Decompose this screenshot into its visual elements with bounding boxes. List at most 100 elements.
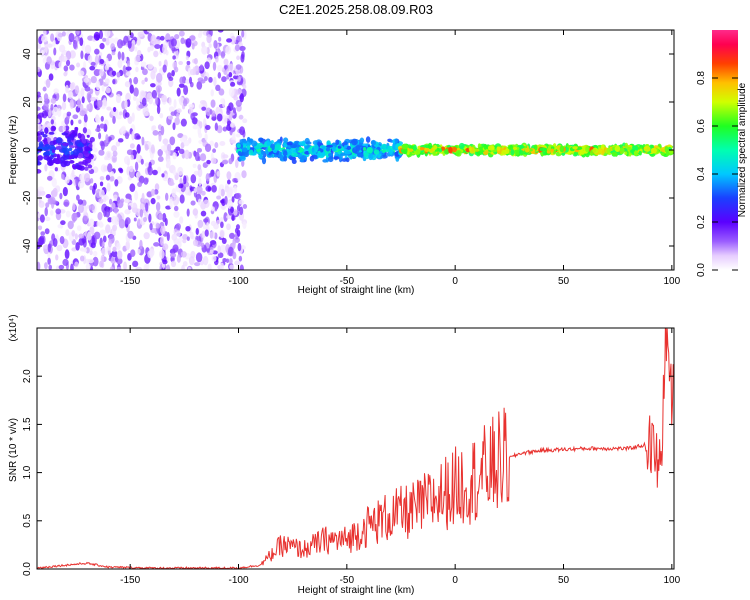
heatmap-cell bbox=[43, 102, 49, 110]
heatmap-cell bbox=[138, 175, 145, 184]
heatmap-cell bbox=[664, 146, 669, 153]
snr-ytick-label: 1.5 bbox=[22, 417, 33, 431]
heatmap-cell bbox=[159, 113, 164, 119]
heatmap-cell bbox=[157, 149, 163, 157]
heatmap-cell bbox=[90, 75, 97, 84]
heatmap-cell bbox=[153, 50, 159, 58]
heatmap-cell bbox=[166, 264, 171, 270]
heatmap-cell bbox=[184, 149, 190, 160]
heatmap-cell bbox=[197, 198, 202, 206]
heatmap-cell bbox=[56, 145, 62, 150]
heatmap-cell bbox=[214, 122, 218, 131]
heatmap-cell bbox=[178, 183, 184, 189]
heatmap-cell bbox=[53, 47, 57, 56]
heatmap-cell bbox=[216, 219, 221, 224]
colorbar-gradient bbox=[712, 30, 738, 270]
heatmap-cell bbox=[127, 116, 133, 125]
heatmap-cell bbox=[250, 140, 258, 147]
heatmap-cell bbox=[220, 50, 226, 59]
heatmap-cell bbox=[259, 153, 263, 158]
heatmap-cell bbox=[87, 54, 93, 64]
heatmap-cell bbox=[80, 50, 84, 60]
heatmap-cell bbox=[37, 155, 44, 161]
heatmap-cell bbox=[123, 261, 127, 270]
heatmap-cell bbox=[241, 159, 245, 167]
heatmap-cell bbox=[143, 264, 148, 270]
heatmap-cell bbox=[455, 150, 462, 157]
heatmap-cell bbox=[77, 70, 85, 77]
heatmap-cell bbox=[341, 158, 348, 162]
heatmap-cell bbox=[236, 55, 240, 61]
heatmap-cell bbox=[100, 115, 104, 122]
heatmap-cell bbox=[66, 111, 72, 117]
heatmap-cell bbox=[242, 118, 248, 124]
heatmap-cell bbox=[39, 235, 45, 246]
heatmap-cell bbox=[172, 55, 176, 60]
heatmap-cell bbox=[585, 146, 590, 153]
heatmap-cell bbox=[206, 34, 212, 44]
heatmap-cell bbox=[77, 132, 82, 139]
heatmap-cell bbox=[75, 241, 80, 251]
heatmap-cell bbox=[44, 43, 48, 54]
heatmap-cell bbox=[161, 94, 167, 103]
heatmap-cell bbox=[514, 148, 520, 156]
heatmap-cell bbox=[79, 110, 87, 117]
heatmap-cell bbox=[238, 199, 245, 205]
heatmap-cell bbox=[104, 156, 109, 161]
heatmap-cell bbox=[209, 240, 217, 245]
heatmap-cell bbox=[343, 141, 348, 146]
heatmap-cell bbox=[150, 83, 156, 88]
heatmap-cell bbox=[42, 57, 48, 64]
heatmap-cell bbox=[201, 45, 208, 55]
heatmap-cell bbox=[201, 106, 207, 111]
heatmap-cell bbox=[301, 142, 306, 147]
heatmap-cell bbox=[210, 157, 217, 164]
heatmap-cell bbox=[168, 106, 175, 113]
heatmap-cell bbox=[47, 257, 51, 265]
heatmap-cell bbox=[58, 264, 65, 270]
heatmap-cell bbox=[102, 97, 107, 107]
heatmap-cell bbox=[72, 39, 78, 49]
heatmap-cell bbox=[458, 142, 465, 150]
heatmap-cell bbox=[183, 175, 187, 185]
heatmap-cell bbox=[44, 127, 49, 135]
heatmap-cell bbox=[316, 152, 321, 158]
heatmap-cell bbox=[243, 140, 248, 144]
heatmap-cell bbox=[119, 126, 126, 135]
heatmap-cell bbox=[37, 118, 40, 124]
heatmap-cell bbox=[119, 111, 123, 116]
heatmap-cell bbox=[216, 113, 223, 122]
heatmap-cell bbox=[238, 255, 243, 262]
heatmap-cell bbox=[237, 75, 242, 83]
heatmap-cell bbox=[139, 239, 143, 250]
heatmap-cell bbox=[92, 250, 98, 257]
heatmap-cell bbox=[363, 152, 369, 157]
heatmap-cell bbox=[69, 160, 75, 164]
heatmap-cell bbox=[201, 190, 206, 196]
heatmap-cell bbox=[168, 76, 174, 82]
heatmap-cell bbox=[215, 55, 219, 63]
heatmap-cell bbox=[116, 242, 121, 251]
heatmap-cell bbox=[156, 105, 161, 115]
heatmap-cell bbox=[88, 218, 95, 228]
heatmap-cell bbox=[183, 139, 190, 147]
heatmap-cell bbox=[42, 86, 47, 92]
heatmap-cell bbox=[116, 266, 122, 270]
heatmap-cell bbox=[62, 93, 67, 103]
heatmap-cell bbox=[219, 244, 227, 255]
heatmap-cell bbox=[154, 183, 160, 191]
heatmap-cell bbox=[283, 137, 289, 143]
heatmap-cell bbox=[110, 43, 116, 50]
colorbar-tick-label: 0.8 bbox=[696, 71, 707, 85]
heatmap-cell bbox=[193, 170, 199, 176]
heatmap-cell bbox=[206, 248, 211, 253]
heatmap-cell bbox=[206, 222, 210, 231]
heatmap-cell bbox=[199, 153, 207, 162]
heatmap-cell bbox=[451, 146, 457, 153]
heatmap-cell bbox=[223, 58, 229, 66]
heatmap-cell bbox=[97, 211, 103, 221]
spectrogram-y-label: Frequency (Hz) bbox=[8, 116, 19, 185]
heatmap-cell bbox=[176, 254, 181, 263]
heatmap-cell bbox=[126, 60, 131, 67]
spec-xtick-label: 50 bbox=[558, 276, 570, 287]
